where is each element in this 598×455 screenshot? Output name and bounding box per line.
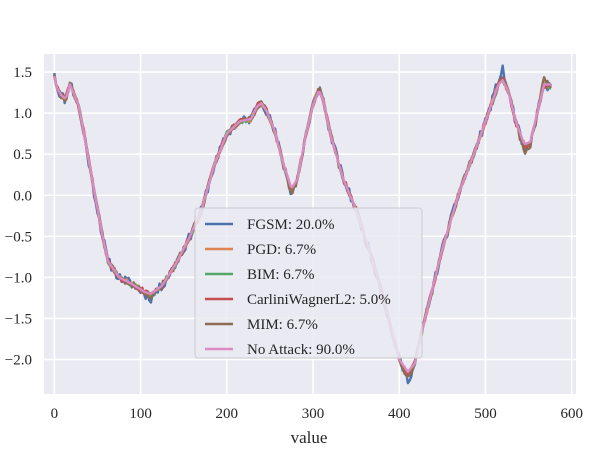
legend-box [194, 207, 423, 359]
x-tick-label: 500 [474, 406, 497, 422]
x-tick-label: 0 [51, 406, 59, 422]
legend-label: BIM: 6.7% [247, 267, 315, 283]
x-tick-label: 100 [129, 406, 152, 422]
legend-label: PGD: 6.7% [247, 242, 316, 258]
x-tick-labels: 0 100 200 300 400 500 600 [51, 406, 583, 422]
legend: FGSM: 20.0% PGD: 6.7% BIM: 6.7% CarliniWagn… [194, 207, 423, 359]
legend-label: FGSM: 20.0% [247, 217, 335, 233]
legend-label: MIM: 6.7% [247, 317, 318, 333]
x-tick-label: 300 [302, 406, 325, 422]
series-line [53, 75, 551, 373]
y-tick-label: 0.5 [13, 147, 32, 163]
y-tick-label: 1.5 [13, 65, 32, 81]
x-tick-label: 200 [216, 406, 239, 422]
y-tick-label: −0.5 [5, 229, 32, 245]
series-lines [53, 64, 552, 385]
y-tick-label: −1.5 [5, 311, 32, 327]
x-tick-label: 600 [560, 406, 583, 422]
legend-label: CarliniWagnerL2: 5.0% [247, 292, 391, 308]
x-axis-label: value [291, 428, 328, 447]
y-tick-label: 0.0 [13, 188, 32, 204]
y-tick-labels: −2.0 −1.5 −1.0 −0.5 0.0 0.5 1.0 1.5 [5, 65, 32, 368]
legend-label: No Attack: 90.0% [247, 342, 355, 358]
y-tick-label: −2.0 [5, 353, 32, 369]
x-tick-label: 400 [388, 406, 411, 422]
y-tick-label: 1.0 [13, 106, 32, 122]
y-tick-label: −1.0 [5, 270, 32, 286]
